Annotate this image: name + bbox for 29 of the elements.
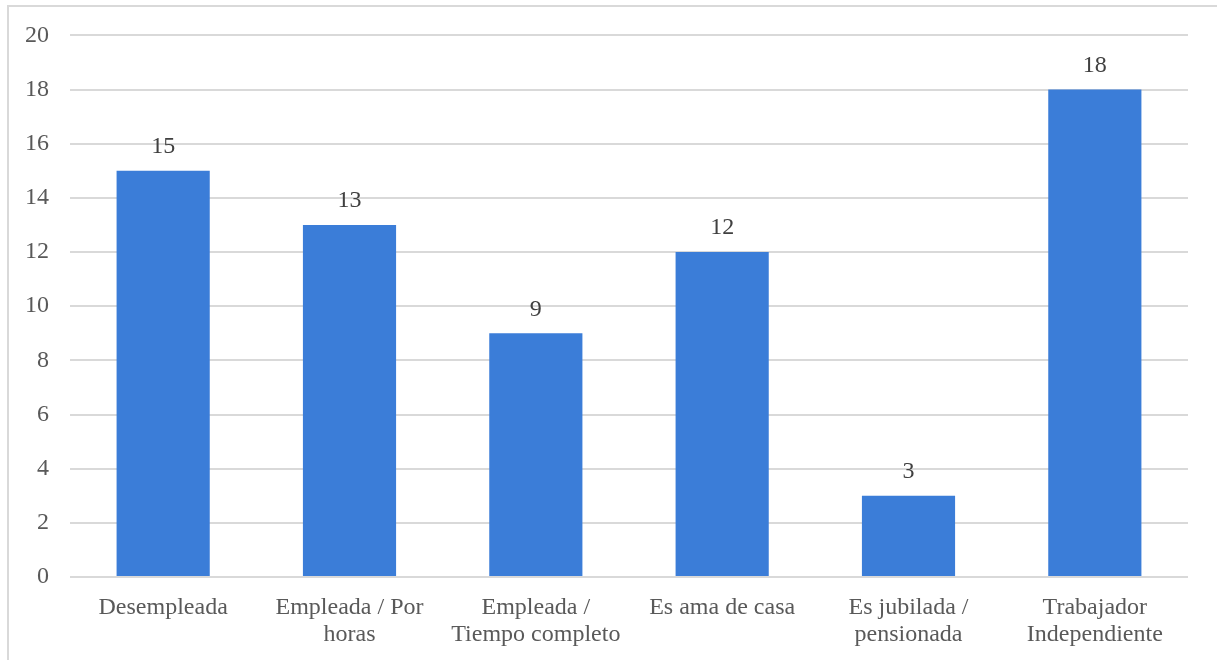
data-label: 12 bbox=[710, 213, 735, 240]
y-tick-label: 8 bbox=[37, 345, 49, 372]
x-tick-label: Es ama de casa bbox=[649, 593, 796, 620]
bar bbox=[116, 170, 210, 576]
y-tick-label: 14 bbox=[25, 183, 49, 210]
y-tick-label: 0 bbox=[37, 562, 49, 589]
y-tick-label: 20 bbox=[25, 20, 49, 47]
x-tick-label: Trabajador Independiente bbox=[1026, 593, 1163, 646]
x-tick-label: Es jubilada / pensionada bbox=[848, 593, 969, 646]
data-label: 18 bbox=[1082, 50, 1107, 77]
x-tick-label: Empleada / Por horas bbox=[275, 593, 424, 646]
y-tick-label: 4 bbox=[37, 453, 49, 480]
data-label: 15 bbox=[151, 132, 176, 159]
y-tick-label: 10 bbox=[25, 291, 49, 318]
bar bbox=[675, 252, 769, 576]
bar bbox=[861, 495, 956, 576]
x-tick-label: Desempleada bbox=[98, 593, 229, 620]
y-tick-label: 2 bbox=[37, 508, 49, 535]
y-tick-label: 6 bbox=[37, 399, 49, 426]
data-label: 9 bbox=[529, 294, 542, 321]
y-tick-label: 18 bbox=[25, 74, 49, 101]
y-tick-label: 16 bbox=[25, 129, 49, 156]
y-tick-label: 12 bbox=[25, 237, 49, 264]
data-label: 3 bbox=[902, 457, 915, 484]
bar bbox=[1048, 89, 1142, 576]
x-tick-label: Empleada / Tiempo completo bbox=[451, 593, 621, 646]
bar bbox=[489, 333, 583, 576]
bar bbox=[302, 224, 397, 576]
data-label: 13 bbox=[337, 186, 362, 213]
